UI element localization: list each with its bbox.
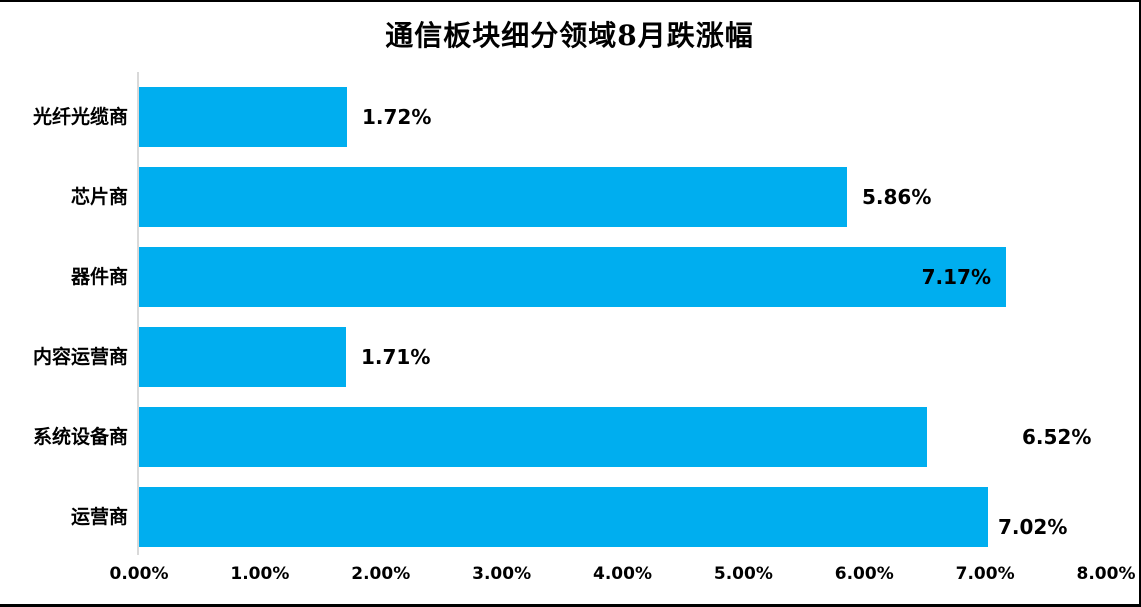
category-label: 光纤光缆商 <box>32 106 128 128</box>
bar-光纤光缆商 <box>139 87 347 147</box>
category-label: 系统设备商 <box>32 426 128 448</box>
x-tick-label: 5.00% <box>713 564 773 584</box>
bar-row: 系统设备商 6.52% <box>0 397 1139 477</box>
bar-内容运营商 <box>139 327 346 387</box>
bar-系统设备商 <box>139 407 927 467</box>
x-tick-label: 7.00% <box>955 564 1015 584</box>
category-label: 内容运营商 <box>32 346 128 368</box>
x-tick-label: 4.00% <box>593 564 652 584</box>
x-tick-label: 2.00% <box>351 564 411 584</box>
category-label: 芯片商 <box>70 186 128 208</box>
bar-芯片商 <box>139 167 847 227</box>
data-label: 6.52% <box>1022 425 1092 449</box>
bar-器件商 <box>139 247 1006 307</box>
category-label: 运营商 <box>70 506 128 528</box>
data-label: 1.71% <box>361 345 431 369</box>
bar-row: 运营商 7.02% <box>0 477 1139 557</box>
category-label: 器件商 <box>70 266 128 288</box>
bar-row: 器件商 7.17% <box>0 237 1139 317</box>
bar-运营商 <box>139 487 988 547</box>
x-tick-label: 0.00% <box>109 564 169 584</box>
data-label: 7.02% <box>998 515 1068 539</box>
data-label: 1.72% <box>362 105 432 129</box>
plot-area: 光纤光缆商 1.72% 芯片商 5.86% 器件商 7.17% 内容运营商 1.71% 系统设备… <box>0 77 1139 557</box>
x-tick-label: 6.00% <box>834 564 894 584</box>
x-axis: 0.00% 1.00% 2.00% 3.00% 4.00% 5.00% 6.00% 7.00%… <box>0 564 1139 592</box>
bar-row: 芯片商 5.86% <box>0 157 1139 237</box>
x-tick-label: 1.00% <box>230 564 290 584</box>
data-label: 7.17% <box>921 265 991 289</box>
x-tick-label: 8.00% <box>1076 564 1136 584</box>
x-tick-label: 3.00% <box>472 564 532 584</box>
chart-title: 通信板块细分领域8月跌涨幅 <box>385 19 754 52</box>
y-axis-line <box>137 72 139 555</box>
bar-row: 内容运营商 1.71% <box>0 317 1139 397</box>
bar-row: 光纤光缆商 1.72% <box>0 77 1139 157</box>
data-label: 5.86% <box>862 185 932 209</box>
